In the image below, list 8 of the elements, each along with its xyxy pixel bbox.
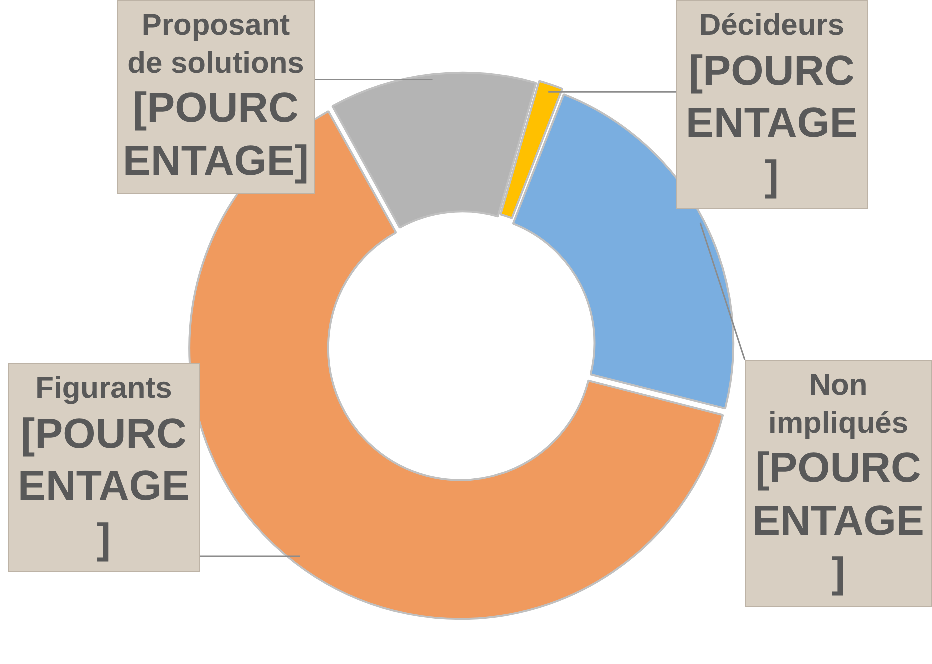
data-label: [POURCENTAGE] (685, 46, 859, 201)
data-label: [POURCENTAGE] (752, 443, 926, 598)
data-label: [POURCENTAGE] (122, 83, 310, 186)
slice-label: Figurants (34, 371, 174, 407)
data-label: [POURCENTAGE] (17, 408, 191, 564)
slice-label: Décideurs (698, 8, 846, 44)
slice-label: Non impliqués (767, 368, 910, 442)
slice-label: Proposant de solutions (126, 8, 306, 82)
